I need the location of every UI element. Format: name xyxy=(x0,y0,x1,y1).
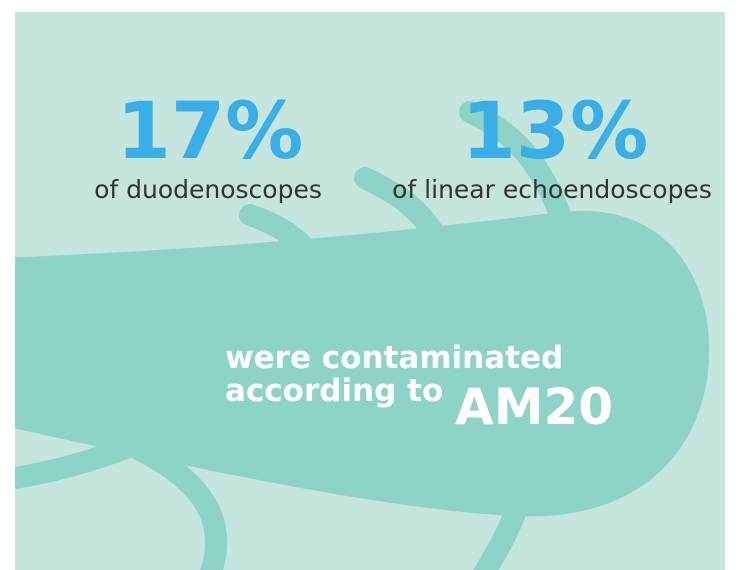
caption-emphasis: AM20 xyxy=(455,378,613,436)
caption-line: were contaminated xyxy=(225,340,563,376)
stat-value: 13% xyxy=(462,87,649,177)
stat-label: of duodenoscopes xyxy=(94,175,322,204)
bacterium xyxy=(15,101,710,570)
stat-value: 17% xyxy=(117,87,304,177)
stat-label: of linear echoendoscopes xyxy=(392,175,712,204)
caption-line: according to xyxy=(225,373,443,409)
